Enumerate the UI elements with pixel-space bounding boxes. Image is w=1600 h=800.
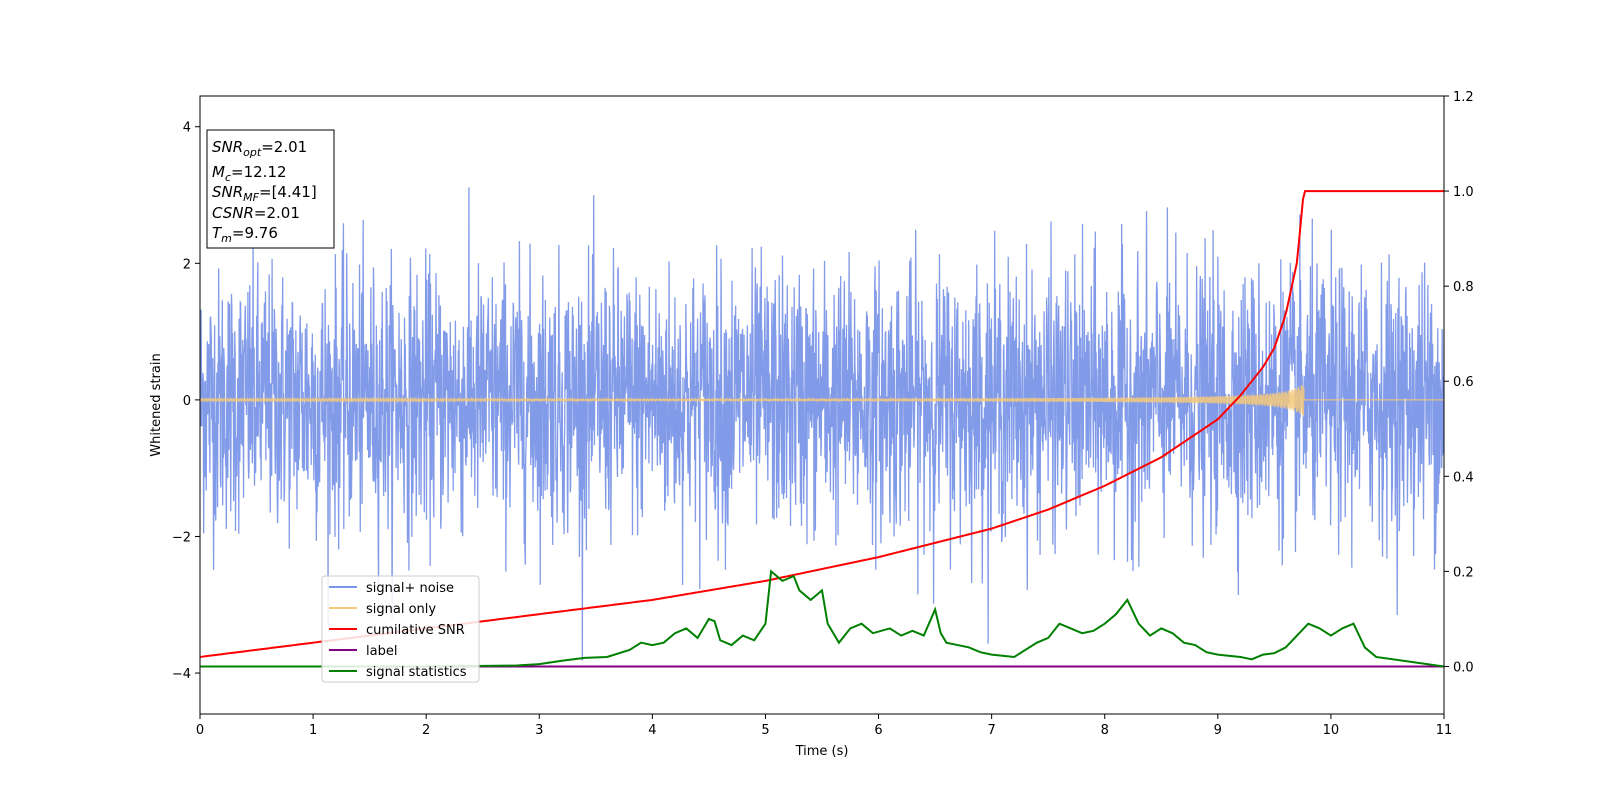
y-tick-label: 2: [183, 257, 191, 272]
x-tick-label: 6: [874, 723, 882, 738]
axes: 0 1 2 3 4 5 6 7 8 9 10 11 −4 −2 0 2 4 0.0 0.2 0.4 0.6 0.8 1.0 1…: [172, 90, 1474, 738]
legend-label: signal+ noise: [366, 581, 454, 596]
legend-label: cumilative SNR: [366, 623, 465, 638]
plot-frame: [199, 95, 1445, 715]
legend-frame: [321, 575, 480, 683]
y-tick-label: 4: [183, 121, 191, 136]
legend-label: signal only: [366, 602, 436, 617]
legend-label: signal statistics: [366, 665, 467, 680]
y2-tick-label: 0.6: [1453, 375, 1474, 390]
x-tick-label: 8: [1101, 723, 1109, 738]
x-tick-label: 11: [1436, 723, 1453, 738]
annotation-line: Tm=9.76: [212, 224, 278, 245]
y-tick-label: 0: [183, 394, 191, 409]
x-tick-label: 10: [1323, 723, 1340, 738]
x-tick-label: 9: [1214, 723, 1222, 738]
x-tick-label: 0: [196, 723, 204, 738]
y-tick-label: −4: [172, 667, 191, 682]
x-tick-label: 2: [422, 723, 430, 738]
annotation-line: SNRopt=2.01: [212, 138, 307, 159]
legend: signal+ noise signal only cumilative SNR la…: [321, 575, 480, 683]
legend-label: label: [366, 644, 397, 659]
y2-tick-label: 1.0: [1453, 185, 1474, 200]
y2-tick-label: 0.4: [1453, 470, 1474, 485]
series-signal-noise: [200, 187, 1444, 661]
y2-tick-label: 0.0: [1453, 660, 1474, 675]
series-signal-statistics: [200, 569, 1444, 668]
annotation-line: CSNR=2.01: [212, 204, 300, 222]
x-tick-label: 5: [761, 723, 769, 738]
x-axis-label: Time (s): [795, 744, 849, 759]
x-tick-label: 4: [648, 723, 656, 738]
annotation-box: SNRopt=2.01 Mc=12.12SNRMF=[4.41]CSNR=2.01…: [206, 129, 335, 249]
y2-tick-label: 0.2: [1453, 565, 1474, 580]
y-tick-label: −2: [172, 530, 191, 545]
annotation-line: SNRMF=[4.41]: [212, 183, 317, 204]
y-axis-label: Whitened strain: [149, 353, 164, 456]
x-tick-label: 3: [535, 723, 543, 738]
x-tick-label: 7: [987, 723, 995, 738]
annotation-line: Mc=12.12: [212, 163, 287, 184]
x-tick-label: 1: [309, 723, 317, 738]
y2-tick-label: 1.2: [1453, 90, 1474, 105]
y2-tick-label: 0.8: [1453, 280, 1474, 295]
annotation-frame: [206, 129, 335, 249]
